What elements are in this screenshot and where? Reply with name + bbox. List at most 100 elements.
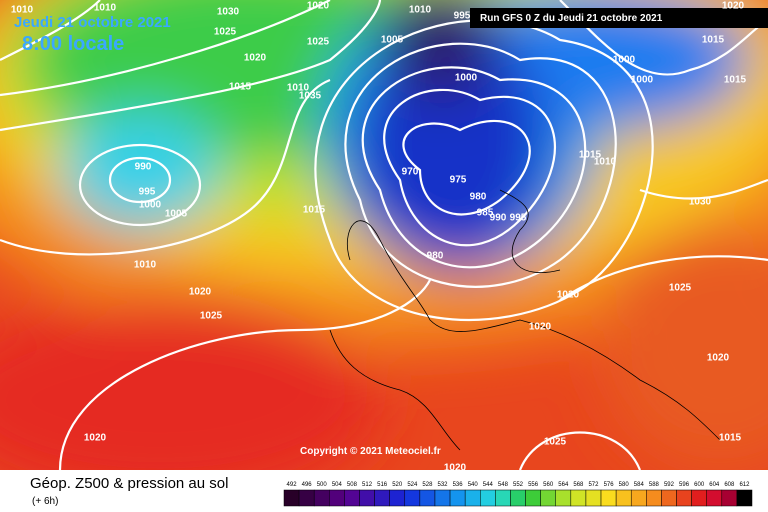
scale-label: 532 bbox=[438, 482, 449, 488]
isobar-label: 995 bbox=[510, 213, 527, 224]
scale-swatch bbox=[570, 489, 587, 507]
isobar-label: 995 bbox=[454, 11, 471, 22]
isobar-label: 1015 bbox=[229, 82, 252, 93]
coastlines bbox=[329, 189, 721, 451]
isobar-label: 1020 bbox=[444, 463, 467, 474]
scale-swatch bbox=[585, 489, 602, 507]
scale-label: 528 bbox=[422, 482, 433, 488]
scale-swatch bbox=[555, 489, 572, 507]
scale-swatch bbox=[646, 489, 662, 507]
isobar-label: 1025 bbox=[669, 283, 692, 294]
isobar-label: 1005 bbox=[381, 35, 404, 46]
scale-label: 588 bbox=[649, 482, 660, 488]
scale-swatch bbox=[510, 489, 526, 507]
isobar-label: 1020 bbox=[557, 290, 580, 301]
scale-label: 512 bbox=[362, 482, 373, 488]
isobar-label: 1025 bbox=[544, 437, 567, 448]
scale-label: 524 bbox=[407, 482, 418, 488]
scale-label: 548 bbox=[498, 482, 509, 488]
scale-swatch bbox=[464, 489, 481, 507]
footer-lead: (+ 6h) bbox=[32, 496, 58, 507]
scale-label: 520 bbox=[392, 482, 403, 488]
scale-label: 544 bbox=[483, 482, 494, 488]
scale-label: 560 bbox=[543, 482, 554, 488]
scale-swatch bbox=[389, 489, 406, 507]
scale-label: 580 bbox=[619, 482, 630, 488]
scale-label: 576 bbox=[604, 482, 615, 488]
isobar-label: 1020 bbox=[307, 1, 330, 12]
isobar-label: 1035 bbox=[299, 91, 322, 102]
scale-label: 568 bbox=[573, 482, 584, 488]
isobar-label: 1015 bbox=[579, 150, 602, 161]
scale-swatch bbox=[359, 489, 375, 507]
scale-swatch bbox=[676, 489, 692, 507]
scale-swatch bbox=[691, 489, 707, 507]
scale-swatch bbox=[449, 489, 466, 507]
scale-swatch bbox=[329, 489, 345, 507]
time-label: 8:00 locale bbox=[22, 33, 124, 55]
scale-label: 508 bbox=[347, 482, 358, 488]
isobar-label: 1000 bbox=[631, 75, 654, 86]
scale-swatch bbox=[434, 489, 451, 507]
scale-swatch bbox=[374, 489, 390, 507]
scale-label: 600 bbox=[694, 482, 705, 488]
scale-swatch bbox=[630, 489, 647, 507]
isobars bbox=[0, 0, 768, 470]
scale-swatch bbox=[344, 489, 360, 507]
isobar-label: 1015 bbox=[724, 75, 747, 86]
isobar-label: 1020 bbox=[707, 353, 730, 364]
isobar-label: 1015 bbox=[702, 35, 725, 46]
isobar-label: 1000 bbox=[613, 55, 636, 66]
scale-label: 556 bbox=[528, 482, 539, 488]
scale-label: 592 bbox=[664, 482, 675, 488]
scale-swatch bbox=[495, 489, 511, 507]
isobar-label: 1010 bbox=[409, 5, 432, 16]
scale-label: 492 bbox=[287, 482, 298, 488]
isobar-label: 1025 bbox=[214, 27, 237, 38]
isobar-label: 1015 bbox=[719, 433, 742, 444]
scale-label: 540 bbox=[468, 482, 479, 488]
isobar-label: 995 bbox=[139, 187, 156, 198]
scale-label: 596 bbox=[679, 482, 690, 488]
isobar-label: 1020 bbox=[244, 53, 267, 64]
scale-label: 584 bbox=[634, 482, 645, 488]
scale-label: 516 bbox=[377, 482, 388, 488]
scale-swatch bbox=[615, 489, 632, 507]
scale-label: 504 bbox=[332, 482, 343, 488]
footer-title: Géop. Z500 & pression au sol bbox=[30, 475, 228, 492]
isobar-label: 1010 bbox=[11, 5, 34, 16]
scale-label: 612 bbox=[739, 482, 750, 488]
scale-swatch bbox=[419, 489, 436, 507]
map-field bbox=[0, 0, 768, 470]
isobar-label: 990 bbox=[490, 213, 507, 224]
copyright: Copyright © 2021 Meteociel.fr bbox=[300, 446, 441, 457]
scale-label: 608 bbox=[724, 482, 735, 488]
scale-swatch bbox=[706, 489, 723, 507]
scale-swatch bbox=[736, 489, 753, 507]
scale-swatch bbox=[600, 489, 617, 507]
isobar-label: 1020 bbox=[529, 322, 552, 333]
isobar-label: 1025 bbox=[200, 311, 223, 322]
isobar-label: 1010 bbox=[594, 157, 617, 168]
isobar-label: 1010 bbox=[94, 3, 117, 14]
scale-label: 564 bbox=[558, 482, 569, 488]
isobar-label: 1030 bbox=[689, 197, 712, 208]
isobar-label: 985 bbox=[477, 208, 494, 219]
scale-swatch bbox=[404, 489, 421, 507]
scale-label: 500 bbox=[317, 482, 328, 488]
isobar-label: 1030 bbox=[217, 7, 240, 18]
date-label: Jeudi 21 octobre 2021 bbox=[14, 14, 171, 31]
run-banner bbox=[470, 8, 768, 28]
scale-label: 572 bbox=[588, 482, 599, 488]
scale-swatch bbox=[540, 489, 556, 507]
isobar-label: 1000 bbox=[139, 200, 162, 211]
isobar-label: 970 bbox=[402, 167, 419, 178]
run-label: Run GFS 0 Z du Jeudi 21 octobre 2021 bbox=[480, 13, 663, 24]
scale-swatch bbox=[283, 489, 300, 507]
scale-label: 536 bbox=[453, 482, 464, 488]
scale-swatch bbox=[525, 489, 541, 507]
isobar-label: 1000 bbox=[455, 73, 478, 84]
isobar-label: 1020 bbox=[722, 1, 745, 12]
scale-swatch bbox=[298, 489, 315, 507]
isobar-label: 1015 bbox=[303, 205, 326, 216]
